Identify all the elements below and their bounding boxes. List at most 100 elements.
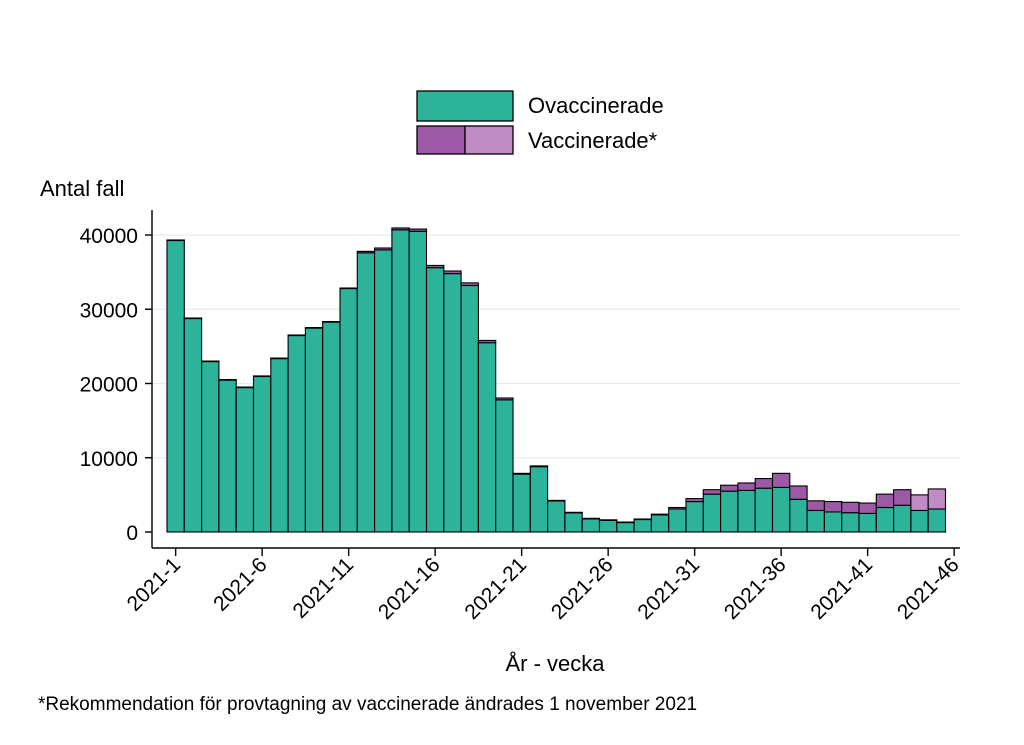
bar-vaccinated	[875, 493, 895, 509]
bar-vaccinated	[650, 513, 670, 516]
bar-vaccinated	[218, 379, 237, 381]
x-tick-label: 2021-26	[547, 553, 618, 624]
bar-unvaccinated	[754, 487, 774, 533]
bar-vaccinated	[235, 386, 255, 389]
y-tick-label: 40000	[80, 225, 138, 248]
x-tick-label: 2021-11	[289, 553, 359, 623]
legend-label-vaccinated: Vaccinerade*	[528, 128, 658, 153]
bar-unvaccinated	[529, 466, 549, 533]
bar-vaccinated	[408, 228, 428, 232]
legend-label-unvaccinated: Ovaccinerade	[528, 93, 664, 118]
bar-unvaccinated	[789, 498, 808, 533]
bar-unvaccinated	[304, 327, 324, 533]
bar-vaccinated	[754, 477, 774, 489]
bar-vaccinated	[702, 489, 722, 495]
x-tick-label: 2021-21	[460, 553, 531, 624]
bar-vaccinated	[529, 465, 549, 468]
bar-vaccinated	[287, 334, 306, 337]
y-tick-label: 10000	[80, 448, 138, 471]
bar-vaccinated	[425, 264, 445, 269]
x-tick-label: 2021-16	[374, 553, 445, 624]
y-tick-label: 20000	[80, 374, 138, 397]
bar-unvaccinated	[910, 509, 929, 533]
bar-unvaccinated	[183, 317, 203, 533]
y-tick-label: 0	[126, 522, 138, 545]
bar-unvaccinated	[270, 357, 289, 533]
bar-unvaccinated	[633, 518, 652, 533]
y-tick-label: 30000	[80, 299, 138, 322]
bar-unvaccinated	[374, 249, 393, 533]
bar-vaccinated	[858, 502, 877, 514]
bar-unvaccinated	[235, 386, 255, 533]
bar-unvaccinated	[927, 508, 947, 533]
bar-unvaccinated	[201, 360, 220, 533]
bar-unvaccinated	[806, 509, 825, 533]
chart: Ovaccinerade Vaccinerade* Antal fall År …	[40, 90, 964, 676]
bar-vaccinated	[581, 517, 601, 520]
bar-vaccinated	[841, 501, 860, 514]
bar-unvaccinated	[460, 284, 479, 533]
bar-vaccinated	[304, 327, 324, 329]
x-tick-label: 2021-41	[806, 553, 877, 624]
bar-vaccinated	[512, 472, 531, 475]
bar-vaccinated	[391, 227, 410, 231]
bar-unvaccinated	[287, 334, 306, 533]
bar-unvaccinated	[616, 521, 635, 533]
bar-unvaccinated	[841, 512, 860, 533]
bar-vaccinated	[789, 485, 808, 500]
bar-unvaccinated	[495, 399, 514, 533]
bar-unvaccinated	[875, 506, 895, 533]
bar-vaccinated	[252, 375, 272, 378]
bar-unvaccinated	[166, 239, 185, 533]
bar-vaccinated	[927, 488, 947, 510]
x-tick-label: 2021-31	[633, 553, 704, 624]
bar-vaccinated	[374, 247, 393, 251]
x-tick-label: 2021-46	[893, 553, 964, 624]
bar-unvaccinated	[443, 273, 462, 533]
x-tick-label: 2021-6	[209, 553, 272, 616]
bar-vaccinated	[910, 494, 929, 512]
bar-vaccinated	[893, 489, 912, 506]
bar-unvaccinated	[218, 379, 237, 533]
bar-unvaccinated	[581, 518, 601, 533]
bar-vaccinated	[356, 250, 376, 254]
bar-unvaccinated	[477, 342, 497, 533]
bar-vaccinated	[477, 339, 497, 344]
bar-vaccinated	[598, 519, 618, 521]
legend-swatch-vaccinated-dark	[416, 125, 466, 155]
bar-unvaccinated	[823, 511, 843, 533]
x-tick-label: 2021-1	[123, 553, 186, 616]
bar-unvaccinated	[322, 321, 341, 533]
bar-vaccinated	[616, 521, 635, 524]
bar-unvaccinated	[598, 519, 618, 533]
bar-vaccinated	[495, 397, 514, 401]
bar-unvaccinated	[771, 486, 791, 533]
legend-swatch-unvaccinated	[416, 90, 514, 122]
bar-vaccinated	[270, 357, 289, 360]
bar-unvaccinated	[858, 512, 877, 533]
bar-vaccinated	[564, 511, 583, 514]
bar-vaccinated	[806, 500, 825, 512]
x-axis-title: År - vecka	[505, 651, 605, 676]
footnote: *Rekommendation för provtagning av vacci…	[38, 694, 698, 715]
bar-unvaccinated	[685, 501, 704, 533]
bar-unvaccinated	[425, 267, 445, 533]
legend-swatch-vaccinated-light	[464, 125, 514, 155]
bar-vaccinated	[720, 484, 739, 492]
bar-unvaccinated	[252, 375, 272, 533]
bar-vaccinated	[339, 287, 358, 290]
bar-unvaccinated	[356, 252, 376, 533]
bar-unvaccinated	[512, 473, 531, 533]
bar-vaccinated	[737, 482, 756, 491]
bar-unvaccinated	[720, 490, 739, 533]
bar-unvaccinated	[339, 287, 358, 533]
bar-vaccinated	[460, 282, 479, 287]
bar-vaccinated	[166, 239, 185, 242]
bar-vaccinated	[823, 501, 843, 513]
bar-vaccinated	[668, 506, 687, 510]
bar-unvaccinated	[564, 512, 583, 533]
bar-vaccinated	[183, 317, 203, 320]
bar-vaccinated	[201, 360, 220, 363]
bars	[166, 227, 947, 533]
bar-unvaccinated	[702, 493, 722, 533]
